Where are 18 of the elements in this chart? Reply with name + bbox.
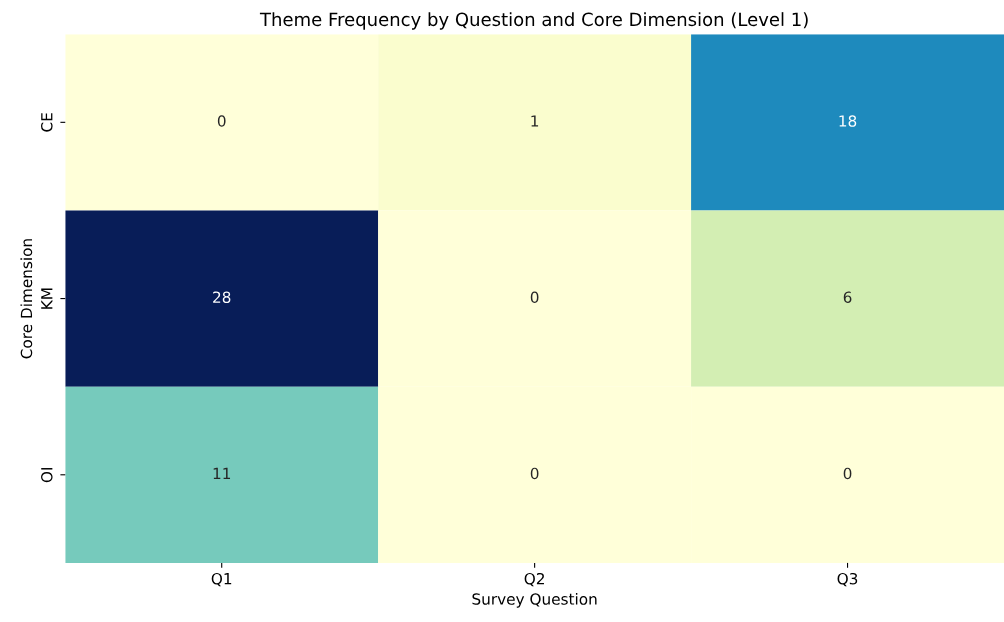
data-label: 28: [213, 291, 231, 303]
y-tick-label: KM: [41, 288, 53, 309]
y-tick-label: OI: [41, 468, 53, 483]
y-axis-title: Core Dimension: [20, 239, 33, 359]
data-label: 1: [531, 115, 539, 127]
data-label: 0: [530, 291, 539, 303]
data-label: 18: [839, 115, 857, 127]
data-label: 0: [217, 115, 226, 127]
data-label: 0: [530, 467, 539, 480]
x-tick-label: Q3: [837, 572, 858, 587]
x-tick-label: Q2: [524, 572, 544, 587]
data-label: 0: [843, 467, 852, 480]
x-tick-label: Q1: [211, 572, 232, 587]
chart-title: Theme Frequency by Question and Core Dimension (Level 1): [259, 12, 808, 30]
y-tick-label: CE: [41, 113, 53, 132]
x-axis-title: Survey Question: [472, 592, 597, 608]
data-label: 6: [843, 291, 852, 303]
data-label: 11: [213, 467, 231, 480]
